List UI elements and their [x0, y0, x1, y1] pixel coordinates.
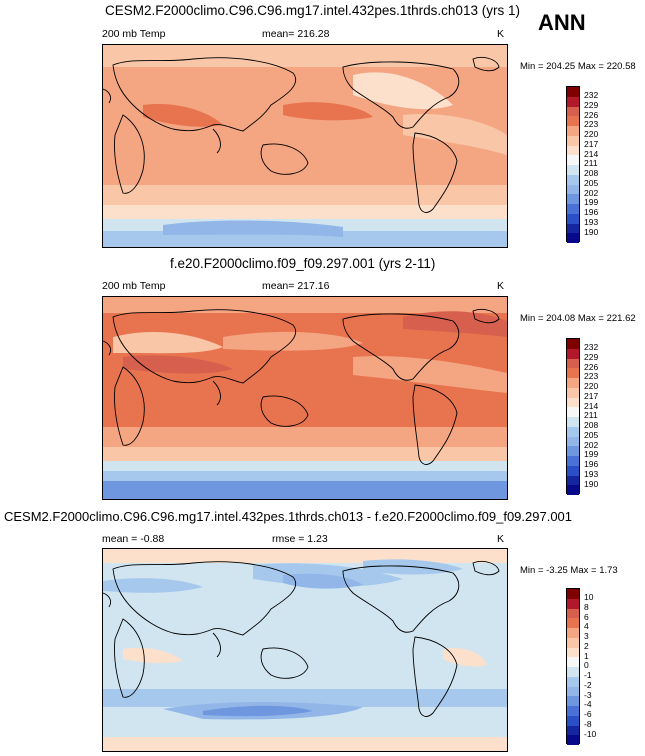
cbar-2-tick: 196: [584, 459, 599, 469]
panel-1-unit-label: K: [497, 28, 505, 40]
panel-3-title: CESM2.F2000climo.C96.C96.mg17.intel.432p…: [4, 509, 573, 524]
cbar-1-tick: 205: [584, 177, 599, 188]
panel-1-title: CESM2.F2000climo.C96.C96.mg17.intel.432p…: [105, 3, 520, 18]
map-3-arctic-band: [103, 549, 507, 563]
panel-2-title: f.e20.F2000climo.f09_f09.297.001 (yrs 2-…: [170, 256, 436, 271]
panel-1-variable-label: 200 mb Temp: [102, 28, 166, 40]
cbar-2-tick: 232: [584, 342, 599, 352]
cbar-1-tick: 199: [584, 197, 599, 208]
cbar-2-tick: 229: [584, 351, 599, 362]
map-1-coastlines: [103, 56, 500, 213]
map-2-coastlines: [103, 308, 500, 465]
cbar-3-tick: -1: [584, 670, 592, 680]
map-3-atlantic-warm: [443, 647, 487, 667]
map-1-antarctic-cold: [163, 220, 343, 237]
map-2-asia-warm: [123, 355, 233, 374]
cbar-2-tick: 190: [584, 478, 599, 489]
panel-3-mean-label: mean = -0.88: [102, 533, 165, 545]
panel-2-colorbar: [566, 338, 580, 495]
cbar-3-tick: -3: [584, 689, 592, 700]
map-2-arctic-warm: [403, 311, 507, 337]
map-3-antarctic-warm: [103, 737, 507, 751]
panel-2-map: [102, 296, 508, 500]
cbar-1-tick: 190: [584, 226, 599, 237]
cbar-2-tick: 208: [584, 420, 599, 430]
map-3-south-band-1: [103, 689, 507, 707]
cbar-3-tick: 2: [584, 640, 589, 651]
cbar-3-tick: 6: [584, 611, 589, 622]
map-3-pacific-cold: [283, 573, 363, 589]
map-2-south-band-2: [103, 447, 507, 461]
panel-1-map: [102, 44, 508, 248]
cbar-1-tick: 232: [584, 90, 599, 100]
cbar-2-tick: 205: [584, 429, 599, 440]
map-2-south-band-5: [103, 481, 507, 499]
cbar-3-tick: -8: [584, 718, 592, 729]
cbar-2-tick: 193: [584, 468, 599, 479]
cbar-3-tick: -4: [584, 699, 592, 710]
cbar-1-tick: 196: [584, 207, 599, 217]
cbar-3-tick: 1: [584, 650, 589, 661]
panel-2-minmax: Min = 204.08 Max = 221.62: [520, 313, 636, 324]
map-2-south-band-3: [103, 461, 507, 471]
cbar-3-tick: 10: [584, 592, 594, 602]
cbar-1-tick: 208: [584, 168, 599, 178]
map-2-atlantic-light: [353, 356, 507, 393]
cbar-1-tick: 226: [584, 109, 599, 120]
cbar-2-tick: 217: [584, 390, 599, 401]
panel-2-mean-label: mean= 217.16: [262, 280, 330, 292]
panel-2-variable-label: 200 mb Temp: [102, 280, 166, 292]
panel-3-colorbar: [566, 588, 580, 745]
map-1-south-band-4: [103, 231, 507, 247]
panel-1-mean-label: mean= 216.28: [262, 28, 330, 40]
cbar-1-tick: 229: [584, 99, 599, 110]
cbar-3-tick: 8: [584, 601, 589, 612]
map-2-south-band-1: [103, 427, 507, 447]
map-2-asia-light: [113, 332, 223, 354]
panel-1-colorbar: [566, 86, 580, 243]
map-1-south-band-2: [103, 205, 507, 219]
panel-2-unit-label: K: [497, 280, 505, 292]
map-1-pacific-light: [353, 72, 453, 110]
cbar-2-tick: 223: [584, 371, 599, 382]
cbar-3-tick: 3: [584, 631, 589, 641]
cbar-3-tick: -10: [584, 728, 597, 739]
map-3-southern-cold: [203, 705, 313, 717]
cbar-2-tick: 214: [584, 400, 599, 411]
map-1-asia-warm: [143, 104, 223, 127]
map-2-arctic-band: [103, 297, 507, 313]
panel-3-rmse-label: rmse = 1.23: [272, 533, 328, 545]
map-2-south-band-4: [103, 471, 507, 481]
map-1-atlantic-light: [403, 114, 507, 155]
cbar-3-tick: -2: [584, 679, 592, 690]
map-3-coastlines: [103, 560, 500, 717]
cbar-1-tick: 202: [584, 187, 599, 198]
map-1-arctic-band: [103, 45, 507, 67]
panel-3-minmax: Min = -3.25 Max = 1.73: [520, 565, 618, 576]
cbar-1-tick: 193: [584, 216, 599, 227]
cbar-2-tick: 211: [584, 410, 598, 421]
cbar-1-tick: 214: [584, 148, 599, 159]
map-3-indian-warm: [123, 647, 183, 664]
cbar-1-tick: 223: [584, 119, 599, 130]
cbar-1-tick: 217: [584, 138, 599, 149]
cbar-1-tick: 220: [584, 129, 599, 139]
cbar-2-tick: 220: [584, 381, 599, 391]
cbar-3-tick: 4: [584, 621, 589, 632]
season-label: ANN: [538, 10, 586, 35]
panel-1-minmax: Min = 204.25 Max = 220.58: [520, 61, 636, 72]
map-3-asia-cool: [103, 578, 203, 593]
map-2-pacific-light: [223, 331, 363, 351]
cbar-2-tick: 202: [584, 439, 599, 450]
panel-3-unit-label: K: [497, 533, 505, 545]
cbar-2-tick: 226: [584, 361, 599, 372]
cbar-1-tick: 211: [584, 158, 598, 169]
map-1-pacific-warm: [283, 102, 373, 121]
map-1-south-band-1: [103, 185, 507, 205]
cbar-3-tick: -6: [584, 709, 592, 719]
map-3-south-band-2: [103, 727, 507, 737]
cbar-3-tick: 0: [584, 660, 589, 671]
cbar-2-tick: 199: [584, 449, 599, 460]
panel-3-map: [102, 548, 508, 752]
